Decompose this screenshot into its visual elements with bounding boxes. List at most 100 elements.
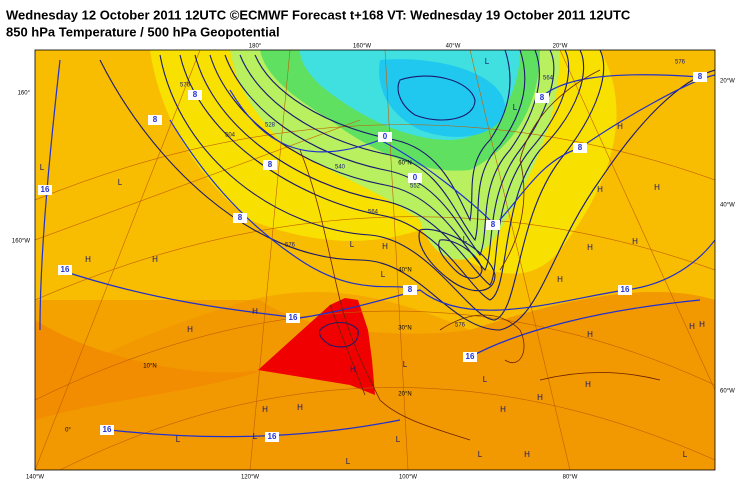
longitude-label: 40°W (720, 203, 735, 209)
longitude-label: 120°W (241, 475, 259, 481)
temperature-label: 8 (578, 143, 583, 152)
pressure-centre: H (262, 405, 268, 414)
pressure-centre: L (176, 435, 181, 444)
geopotential-label: 564 (543, 76, 554, 82)
temperature-label-box (148, 115, 162, 125)
coastlines (299, 69, 661, 441)
temperature-label: 16 (41, 185, 50, 194)
latitude-label: 10°N (143, 364, 156, 370)
longitude-label: 20°W (553, 44, 568, 50)
pressure-centre: H (699, 320, 705, 329)
temperature-label-box (100, 425, 114, 435)
temperature-label-box (618, 285, 632, 295)
geopotential-label: 576 (455, 323, 466, 329)
pressure-centre: L (403, 360, 408, 369)
pressure-centre: L (350, 240, 355, 249)
temperature-label: 8 (238, 213, 243, 222)
longitude-label: 20°W (720, 79, 735, 85)
longitude-label: 140°W (26, 475, 44, 481)
latitude-label: 0° (65, 428, 71, 434)
temperature-label-box (188, 90, 202, 100)
temperature-label-box (58, 265, 72, 275)
geopotential-contours (99, 50, 715, 348)
pressure-centre: H (597, 185, 603, 194)
temperature-label: 16 (289, 313, 298, 322)
geopotential-label: 504 (225, 133, 236, 139)
temperature-label-box (38, 185, 52, 195)
pressure-centre: H (350, 365, 356, 374)
temperature-label: 8 (268, 160, 273, 169)
geopotential-label: 528 (265, 123, 276, 129)
pressure-centre: H (654, 183, 660, 192)
temperature-label: 0 (413, 173, 418, 182)
temperature-label-box (265, 432, 279, 442)
longitude-label: 160°W (12, 239, 30, 245)
latitude-label: 30°N (398, 326, 411, 332)
geopotential-label: 576 (675, 60, 686, 66)
pressure-centre: H (557, 275, 563, 284)
temperature-label: 8 (408, 285, 413, 294)
pressure-centre: L (118, 178, 123, 187)
temperature-label: 8 (491, 220, 496, 229)
geopotential-label: 576 (180, 83, 191, 89)
temperature-label-box (573, 143, 587, 153)
latitude-label: 60°N (398, 161, 411, 167)
temperature-label: 8 (540, 93, 545, 102)
title: Wednesday 12 October 2011 12UTC ©ECMWF F… (6, 7, 631, 22)
temperature-contours (39, 59, 715, 438)
longitude-label: 160° (18, 91, 31, 97)
temperature-label-box (378, 132, 392, 142)
pressure-centre: H (187, 325, 193, 334)
longitude-label: 40°W (446, 44, 461, 50)
pressure-centre: L (381, 270, 386, 279)
temperature-label: 8 (698, 72, 703, 81)
geopotential-label: 576 (285, 243, 296, 249)
geopotential-label: 540 (335, 165, 346, 171)
latitude-label: 40°N (398, 268, 411, 274)
pressure-centre: H (382, 242, 388, 251)
temperature-label: 16 (61, 265, 70, 274)
temperature-label-box (233, 213, 247, 223)
pressure-centre: H (537, 393, 543, 402)
pressure-centre: H (587, 330, 593, 339)
pressure-centre: H (524, 450, 530, 459)
pressure-centre: H (152, 255, 158, 264)
pressure-centre: L (396, 435, 401, 444)
pressure-centre: L (485, 57, 490, 66)
pressure-centre: H (617, 122, 623, 131)
temperature-label-box (286, 313, 300, 323)
temperature-label: 8 (193, 90, 198, 99)
temperature-label-box (463, 352, 477, 362)
latitude-label: 20°N (398, 392, 411, 398)
longitude-label: 60°W (720, 389, 735, 395)
temperature-label-box (263, 160, 277, 170)
longitude-label: 180° (249, 44, 262, 50)
map-field (35, 50, 715, 470)
pressure-centre: L (683, 450, 688, 459)
pressure-centre: L (483, 375, 488, 384)
geopotential-label: 552 (410, 184, 421, 190)
pressure-centre: L (513, 103, 518, 112)
pressure-centre: H (585, 380, 591, 389)
pressure-centre: H (85, 255, 91, 264)
pressure-centre: H (297, 403, 303, 412)
temperature-label-box (693, 72, 707, 82)
pressure-centre: H (500, 405, 506, 414)
temperature-label-box (408, 173, 422, 183)
geopotential-label: 564 (368, 210, 379, 216)
pressure-centre: L (253, 432, 258, 441)
pressure-centre: H (252, 307, 258, 316)
temperature-label-box (535, 93, 549, 103)
pressure-centre: L (346, 457, 351, 466)
pressure-centre: H (587, 243, 593, 252)
longitude-label: 100°W (399, 475, 417, 481)
pressure-centre: L (478, 450, 483, 459)
temperature-label-box (403, 285, 417, 295)
pressure-centre: H (632, 237, 638, 246)
temperature-label: 0 (383, 132, 388, 141)
pressure-centre: L (40, 163, 45, 172)
temperature-label: 16 (268, 432, 277, 441)
temperature-label: 16 (621, 285, 630, 294)
